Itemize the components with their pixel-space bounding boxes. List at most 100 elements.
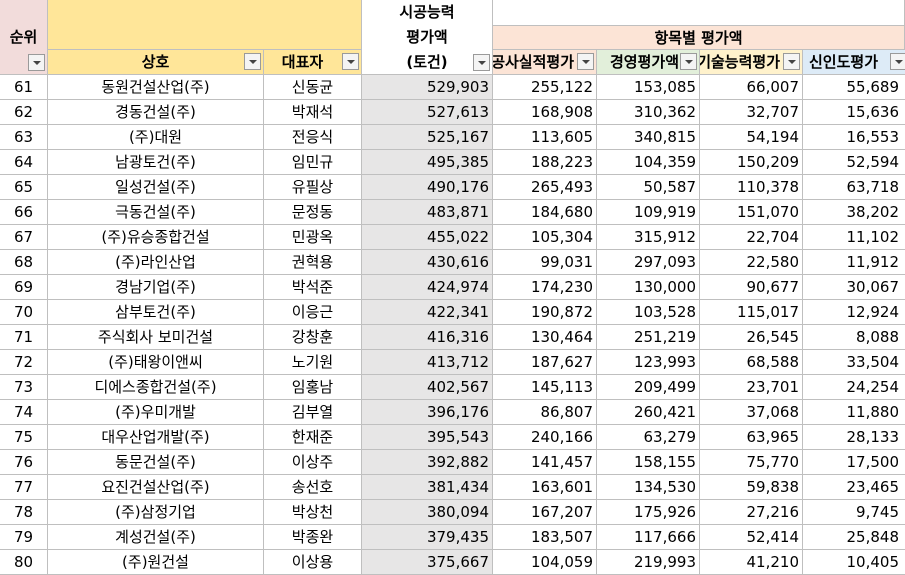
cell-rank[interactable]: 63 — [0, 125, 48, 150]
cell-company[interactable]: 극동건설(주) — [48, 200, 264, 225]
cell-rank[interactable]: 80 — [0, 550, 48, 575]
cell-technology[interactable]: 37,068 — [700, 400, 803, 425]
cell-management[interactable]: 251,219 — [597, 325, 700, 350]
cell-company[interactable]: (주)원건설 — [48, 550, 264, 575]
cell-credibility[interactable]: 16,553 — [803, 125, 905, 150]
cell-construction[interactable]: 184,680 — [493, 200, 597, 225]
cell-capacity[interactable]: 527,613 — [362, 100, 493, 125]
cell-credibility[interactable]: 38,202 — [803, 200, 905, 225]
filter-dropdown-icon[interactable] — [890, 53, 905, 70]
cell-ceo[interactable]: 노기원 — [264, 350, 362, 375]
cell-company[interactable]: 주식회사 보미건설 — [48, 325, 264, 350]
cell-credibility[interactable]: 9,745 — [803, 500, 905, 525]
cell-construction[interactable]: 163,601 — [493, 475, 597, 500]
cell-credibility[interactable]: 8,088 — [803, 325, 905, 350]
cell-ceo[interactable]: 임민규 — [264, 150, 362, 175]
cell-construction[interactable]: 104,059 — [493, 550, 597, 575]
cell-credibility[interactable]: 55,689 — [803, 75, 905, 100]
header-rank[interactable]: 순위 — [0, 0, 48, 75]
cell-management[interactable]: 315,912 — [597, 225, 700, 250]
cell-capacity[interactable]: 422,341 — [362, 300, 493, 325]
cell-company[interactable]: 삼부토건(주) — [48, 300, 264, 325]
cell-rank[interactable]: 75 — [0, 425, 48, 450]
cell-rank[interactable]: 79 — [0, 525, 48, 550]
cell-company[interactable]: 요진건설산업(주) — [48, 475, 264, 500]
cell-capacity[interactable]: 379,435 — [362, 525, 493, 550]
cell-management[interactable]: 297,093 — [597, 250, 700, 275]
cell-ceo[interactable]: 신동균 — [264, 75, 362, 100]
cell-capacity[interactable]: 395,543 — [362, 425, 493, 450]
cell-company[interactable]: (주)삼정기업 — [48, 500, 264, 525]
header-technology[interactable]: 기술능력평가 — [700, 50, 803, 75]
cell-management[interactable]: 340,815 — [597, 125, 700, 150]
cell-management[interactable]: 219,993 — [597, 550, 700, 575]
cell-rank[interactable]: 70 — [0, 300, 48, 325]
cell-rank[interactable]: 72 — [0, 350, 48, 375]
header-ceo[interactable]: 대표자 — [264, 50, 362, 75]
cell-credibility[interactable]: 17,500 — [803, 450, 905, 475]
cell-company[interactable]: 디에스종합건설(주) — [48, 375, 264, 400]
cell-rank[interactable]: 71 — [0, 325, 48, 350]
cell-company[interactable]: 남광토건(주) — [48, 150, 264, 175]
cell-capacity[interactable]: 396,176 — [362, 400, 493, 425]
cell-company[interactable]: 일성건설(주) — [48, 175, 264, 200]
cell-technology[interactable]: 90,677 — [700, 275, 803, 300]
cell-ceo[interactable]: 한재준 — [264, 425, 362, 450]
cell-credibility[interactable]: 10,405 — [803, 550, 905, 575]
filter-dropdown-icon[interactable] — [783, 53, 800, 70]
cell-ceo[interactable]: 강창훈 — [264, 325, 362, 350]
cell-management[interactable]: 104,359 — [597, 150, 700, 175]
cell-capacity[interactable]: 490,176 — [362, 175, 493, 200]
cell-construction[interactable]: 145,113 — [493, 375, 597, 400]
cell-credibility[interactable]: 11,912 — [803, 250, 905, 275]
cell-technology[interactable]: 68,588 — [700, 350, 803, 375]
cell-ceo[interactable]: 박석준 — [264, 275, 362, 300]
cell-capacity[interactable]: 483,871 — [362, 200, 493, 225]
cell-capacity[interactable]: 455,022 — [362, 225, 493, 250]
cell-credibility[interactable]: 11,102 — [803, 225, 905, 250]
cell-credibility[interactable]: 24,254 — [803, 375, 905, 400]
cell-rank[interactable]: 78 — [0, 500, 48, 525]
cell-ceo[interactable]: 임홍남 — [264, 375, 362, 400]
cell-construction[interactable]: 187,627 — [493, 350, 597, 375]
cell-credibility[interactable]: 12,924 — [803, 300, 905, 325]
cell-management[interactable]: 50,587 — [597, 175, 700, 200]
cell-ceo[interactable]: 전응식 — [264, 125, 362, 150]
filter-dropdown-icon[interactable] — [342, 53, 359, 70]
cell-ceo[interactable]: 박상천 — [264, 500, 362, 525]
cell-construction[interactable]: 86,807 — [493, 400, 597, 425]
cell-capacity[interactable]: 495,385 — [362, 150, 493, 175]
cell-rank[interactable]: 61 — [0, 75, 48, 100]
cell-capacity[interactable]: 392,882 — [362, 450, 493, 475]
cell-technology[interactable]: 27,216 — [700, 500, 803, 525]
cell-credibility[interactable]: 30,067 — [803, 275, 905, 300]
cell-rank[interactable]: 77 — [0, 475, 48, 500]
cell-capacity[interactable]: 413,712 — [362, 350, 493, 375]
cell-credibility[interactable]: 52,594 — [803, 150, 905, 175]
cell-management[interactable]: 175,926 — [597, 500, 700, 525]
cell-capacity[interactable]: 525,167 — [362, 125, 493, 150]
cell-technology[interactable]: 59,838 — [700, 475, 803, 500]
cell-rank[interactable]: 68 — [0, 250, 48, 275]
cell-ceo[interactable]: 이상용 — [264, 550, 362, 575]
cell-company[interactable]: 경남기업(주) — [48, 275, 264, 300]
cell-company[interactable]: (주)우미개발 — [48, 400, 264, 425]
cell-ceo[interactable]: 박종완 — [264, 525, 362, 550]
cell-credibility[interactable]: 15,636 — [803, 100, 905, 125]
cell-construction[interactable]: 190,872 — [493, 300, 597, 325]
cell-ceo[interactable]: 민광옥 — [264, 225, 362, 250]
cell-technology[interactable]: 32,707 — [700, 100, 803, 125]
cell-company[interactable]: (주)유승종합건설 — [48, 225, 264, 250]
cell-capacity[interactable]: 375,667 — [362, 550, 493, 575]
cell-ceo[interactable]: 김부열 — [264, 400, 362, 425]
cell-rank[interactable]: 69 — [0, 275, 48, 300]
cell-technology[interactable]: 115,017 — [700, 300, 803, 325]
cell-technology[interactable]: 75,770 — [700, 450, 803, 475]
cell-capacity[interactable]: 380,094 — [362, 500, 493, 525]
cell-management[interactable]: 123,993 — [597, 350, 700, 375]
cell-capacity[interactable]: 402,567 — [362, 375, 493, 400]
cell-technology[interactable]: 66,007 — [700, 75, 803, 100]
header-company[interactable]: 상호 — [48, 50, 264, 75]
cell-rank[interactable]: 62 — [0, 100, 48, 125]
cell-rank[interactable]: 73 — [0, 375, 48, 400]
